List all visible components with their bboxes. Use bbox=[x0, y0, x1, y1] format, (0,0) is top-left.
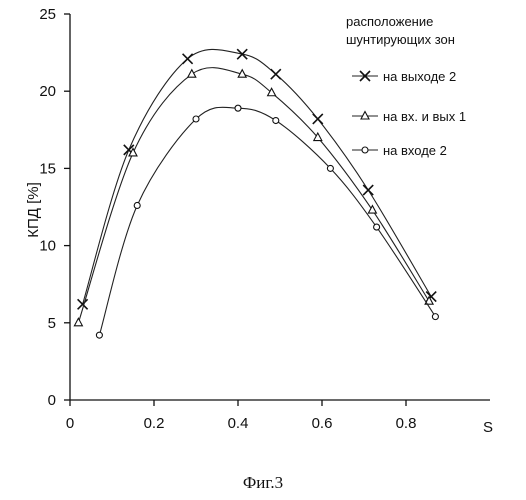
data-point bbox=[374, 224, 380, 230]
figure-caption: Фиг.3 bbox=[243, 473, 283, 492]
legend-entry-3: на входе 2 bbox=[352, 143, 447, 158]
data-point bbox=[235, 105, 241, 111]
series-layer bbox=[74, 49, 438, 338]
data-point bbox=[268, 88, 276, 96]
legend-label: на вх. и вых 1 bbox=[383, 109, 466, 124]
data-point bbox=[327, 165, 333, 171]
x-ticks: 0 0.2 0.4 0.6 0.8 bbox=[66, 400, 417, 432]
legend: расположение шунтирующих зон на выходе 2… bbox=[346, 14, 466, 158]
x-tick-label: 0.6 bbox=[312, 415, 333, 432]
series-2 bbox=[74, 68, 433, 326]
y-tick-label: 0 bbox=[48, 392, 56, 409]
series-3-line bbox=[99, 107, 435, 335]
y-tick-label: 15 bbox=[39, 160, 56, 177]
data-point bbox=[363, 185, 373, 195]
legend-title-line1: расположение bbox=[346, 14, 433, 29]
x-tick-label: 0 bbox=[66, 415, 74, 432]
legend-title-line2: шунтирующих зон bbox=[346, 32, 455, 47]
data-point bbox=[96, 332, 102, 338]
y-tick-label: 25 bbox=[39, 6, 56, 23]
data-point bbox=[193, 116, 199, 122]
data-point bbox=[313, 114, 323, 124]
y-tick-label: 20 bbox=[39, 83, 56, 100]
y-axis-label: КПД [%] bbox=[25, 182, 42, 238]
y-tick-label: 10 bbox=[39, 238, 56, 255]
data-point bbox=[134, 202, 140, 208]
series-1 bbox=[78, 49, 437, 309]
y-ticks: 0 5 10 15 20 25 bbox=[39, 6, 70, 409]
legend-entry-2: на вх. и вых 1 bbox=[352, 109, 466, 124]
data-point bbox=[273, 118, 279, 124]
data-point bbox=[188, 70, 196, 78]
x-tick-label: 0.2 bbox=[144, 415, 165, 432]
series-2-line bbox=[78, 68, 429, 323]
legend-marker bbox=[362, 147, 368, 153]
series-1-line bbox=[83, 49, 432, 304]
data-point bbox=[432, 314, 438, 320]
x-axis-label: S bbox=[483, 419, 493, 436]
legend-marker bbox=[361, 112, 369, 120]
data-point bbox=[183, 54, 193, 64]
x-tick-label: 0.8 bbox=[396, 415, 417, 432]
data-point bbox=[237, 49, 247, 59]
y-tick-label: 5 bbox=[48, 315, 56, 332]
x-tick-label: 0.4 bbox=[228, 415, 249, 432]
data-point bbox=[271, 69, 281, 79]
legend-entry-1: на выходе 2 bbox=[352, 69, 456, 84]
legend-label: на выходе 2 bbox=[383, 69, 456, 84]
legend-label: на входе 2 bbox=[383, 143, 447, 158]
legend-entries: на выходе 2 на вх. и вых 1 на входе 2 bbox=[352, 69, 466, 158]
data-point bbox=[74, 318, 82, 326]
